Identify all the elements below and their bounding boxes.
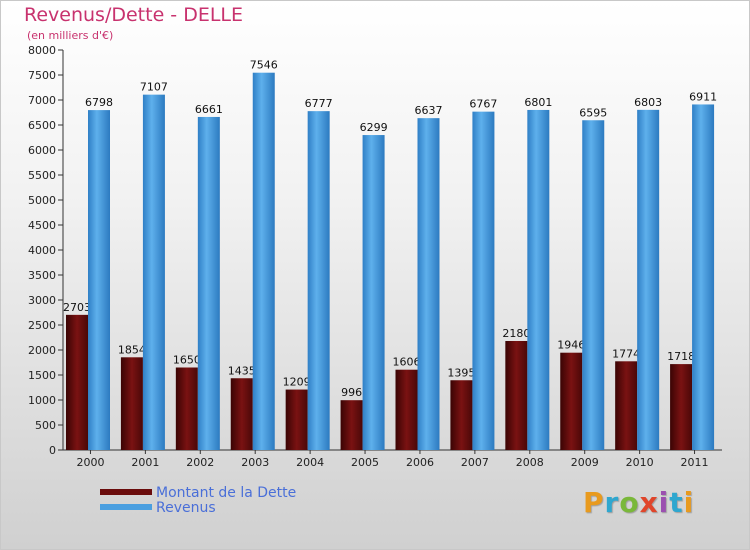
data-label-dette: 1606 (393, 356, 421, 369)
y-tick-label: 7000 (28, 94, 56, 107)
x-tick-label: 2006 (406, 456, 434, 469)
y-tick-label: 6000 (28, 144, 56, 157)
data-label-dette: 1435 (228, 364, 256, 377)
data-label-revenus: 6595 (579, 106, 607, 119)
logo-letter: o (619, 486, 640, 519)
logo-letter: r (604, 486, 620, 519)
bar-revenus (582, 120, 605, 450)
bar-revenus (417, 118, 440, 451)
bar-revenus (637, 109, 660, 450)
bar-dette (560, 352, 583, 450)
x-tick-label: 2002 (186, 456, 214, 469)
data-label-revenus: 6637 (415, 104, 443, 117)
data-label-dette: 2703 (63, 301, 91, 314)
chart-subtitle: (en milliers d'€) (27, 29, 114, 42)
data-label-dette: 2180 (502, 327, 530, 340)
bar-dette (120, 357, 143, 450)
bar-revenus (527, 109, 550, 450)
data-label-revenus: 6798 (85, 96, 113, 109)
bar-dette (505, 341, 528, 450)
bar-dette (615, 361, 638, 450)
data-label-revenus: 6777 (305, 97, 333, 110)
x-tick-label: 2010 (626, 456, 654, 469)
data-label-revenus: 6767 (469, 98, 497, 111)
y-tick-label: 1000 (28, 394, 56, 407)
legend-swatch-debt (100, 489, 152, 495)
logo-letter: i (683, 486, 695, 519)
bar-dette (285, 389, 308, 450)
data-label-revenus: 6299 (360, 121, 388, 134)
y-tick-label: 6500 (28, 119, 56, 132)
data-label-dette: 1854 (118, 343, 146, 356)
data-label-revenus: 6801 (524, 96, 552, 109)
logo-letter: t (669, 486, 684, 519)
data-label-revenus: 6911 (689, 90, 717, 103)
y-tick-label: 5500 (28, 169, 56, 182)
x-tick-label: 2007 (461, 456, 489, 469)
bar-dette (66, 314, 88, 450)
x-tick-label: 2009 (571, 456, 599, 469)
legend-label-debt: Montant de la Dette (156, 485, 297, 501)
data-label-dette: 1209 (283, 376, 311, 389)
bar-dette (340, 400, 363, 450)
bar-revenus (472, 111, 495, 451)
data-label-revenus: 6803 (634, 96, 662, 109)
y-tick-label: 3000 (28, 294, 56, 307)
y-tick-label: 4500 (28, 219, 56, 232)
logo-letter: x (639, 486, 659, 519)
bar-revenus (692, 104, 715, 450)
data-label-dette: 1774 (612, 347, 640, 360)
chart-title: Revenus/Dette - DELLE (24, 4, 244, 26)
y-tick-label: 8000 (28, 44, 56, 57)
data-label-dette: 1650 (173, 354, 201, 367)
bar-dette (395, 369, 418, 450)
data-label-dette: 1395 (447, 366, 475, 379)
legend-label-revenus: Revenus (156, 500, 216, 516)
bar-dette (175, 367, 198, 450)
x-tick-label: 2008 (516, 456, 544, 469)
y-tick-label: 7500 (28, 69, 56, 82)
plot-area: 0 500 1000 1500 2000 2500 3000 3500 4000 4500 5000… (28, 44, 722, 469)
bar-revenus (362, 135, 385, 451)
y-tick-label: 0 (49, 444, 56, 457)
x-tick-label: 2005 (351, 456, 379, 469)
data-label-dette: 1718 (667, 350, 695, 363)
bar-dette (670, 364, 693, 450)
data-label-revenus: 7546 (250, 59, 278, 72)
x-tick-label: 2004 (296, 456, 324, 469)
x-tick-label: 2003 (241, 456, 269, 469)
logo-letter: i (658, 486, 670, 519)
bar-revenus (142, 94, 165, 451)
y-tick-label: 1500 (28, 369, 56, 382)
y-tick-label: 2500 (28, 319, 56, 332)
y-tick-label: 500 (35, 419, 56, 432)
x-tick-label: 2001 (131, 456, 159, 469)
data-label-dette: 1946 (557, 339, 585, 352)
data-label-revenus: 7107 (140, 81, 168, 94)
bar-revenus (252, 72, 275, 450)
bar-revenus (307, 111, 330, 451)
bar-revenus (197, 116, 220, 450)
y-tick-label: 2000 (28, 344, 56, 357)
y-tick-label: 4000 (28, 244, 56, 257)
y-tick-label: 3500 (28, 269, 56, 282)
logo-letter: P (583, 486, 605, 519)
x-tick-label: 2011 (681, 456, 709, 469)
proxiti-logo: Proxiti (583, 486, 694, 519)
x-tick-label: 2000 (76, 456, 104, 469)
bar-dette (450, 380, 473, 450)
y-tick-label: 5000 (28, 194, 56, 207)
legend-swatch-revenus (100, 504, 152, 510)
data-label-dette: 996 (341, 386, 362, 399)
data-label-revenus: 6661 (195, 103, 223, 116)
bar-dette (230, 378, 253, 450)
bar-revenus (88, 110, 110, 450)
